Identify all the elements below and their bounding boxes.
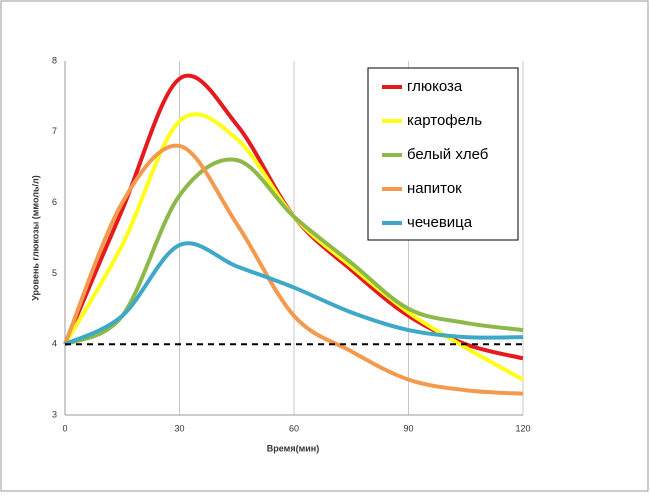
y-axis-label: Уровень глюкозы (ммоль/л) bbox=[30, 175, 40, 300]
x-tick-label: 60 bbox=[289, 423, 299, 433]
series-line bbox=[64, 157, 524, 347]
y-tick-label: 3 bbox=[52, 409, 57, 419]
x-axis-label: Время(мин) bbox=[267, 443, 319, 453]
y-tick-label: 4 bbox=[52, 339, 57, 349]
series-line bbox=[64, 241, 524, 347]
legend-label: напиток bbox=[407, 180, 462, 197]
y-tick-label: 7 bbox=[52, 126, 57, 136]
legend-label: белый хлеб bbox=[407, 146, 488, 163]
series-line bbox=[63, 143, 524, 396]
x-tick-label: 30 bbox=[174, 423, 184, 433]
x-tick-label: 120 bbox=[515, 423, 530, 433]
legend-label: чечевица bbox=[407, 214, 473, 231]
legend-label: глюкоза bbox=[407, 78, 463, 95]
y-tick-label: 8 bbox=[52, 55, 57, 65]
x-tick-label: 90 bbox=[403, 423, 413, 433]
legend-label: картофель bbox=[407, 112, 482, 129]
y-tick-label: 5 bbox=[52, 268, 57, 278]
x-tick-label: 0 bbox=[62, 423, 67, 433]
y-tick-label: 6 bbox=[52, 197, 57, 207]
